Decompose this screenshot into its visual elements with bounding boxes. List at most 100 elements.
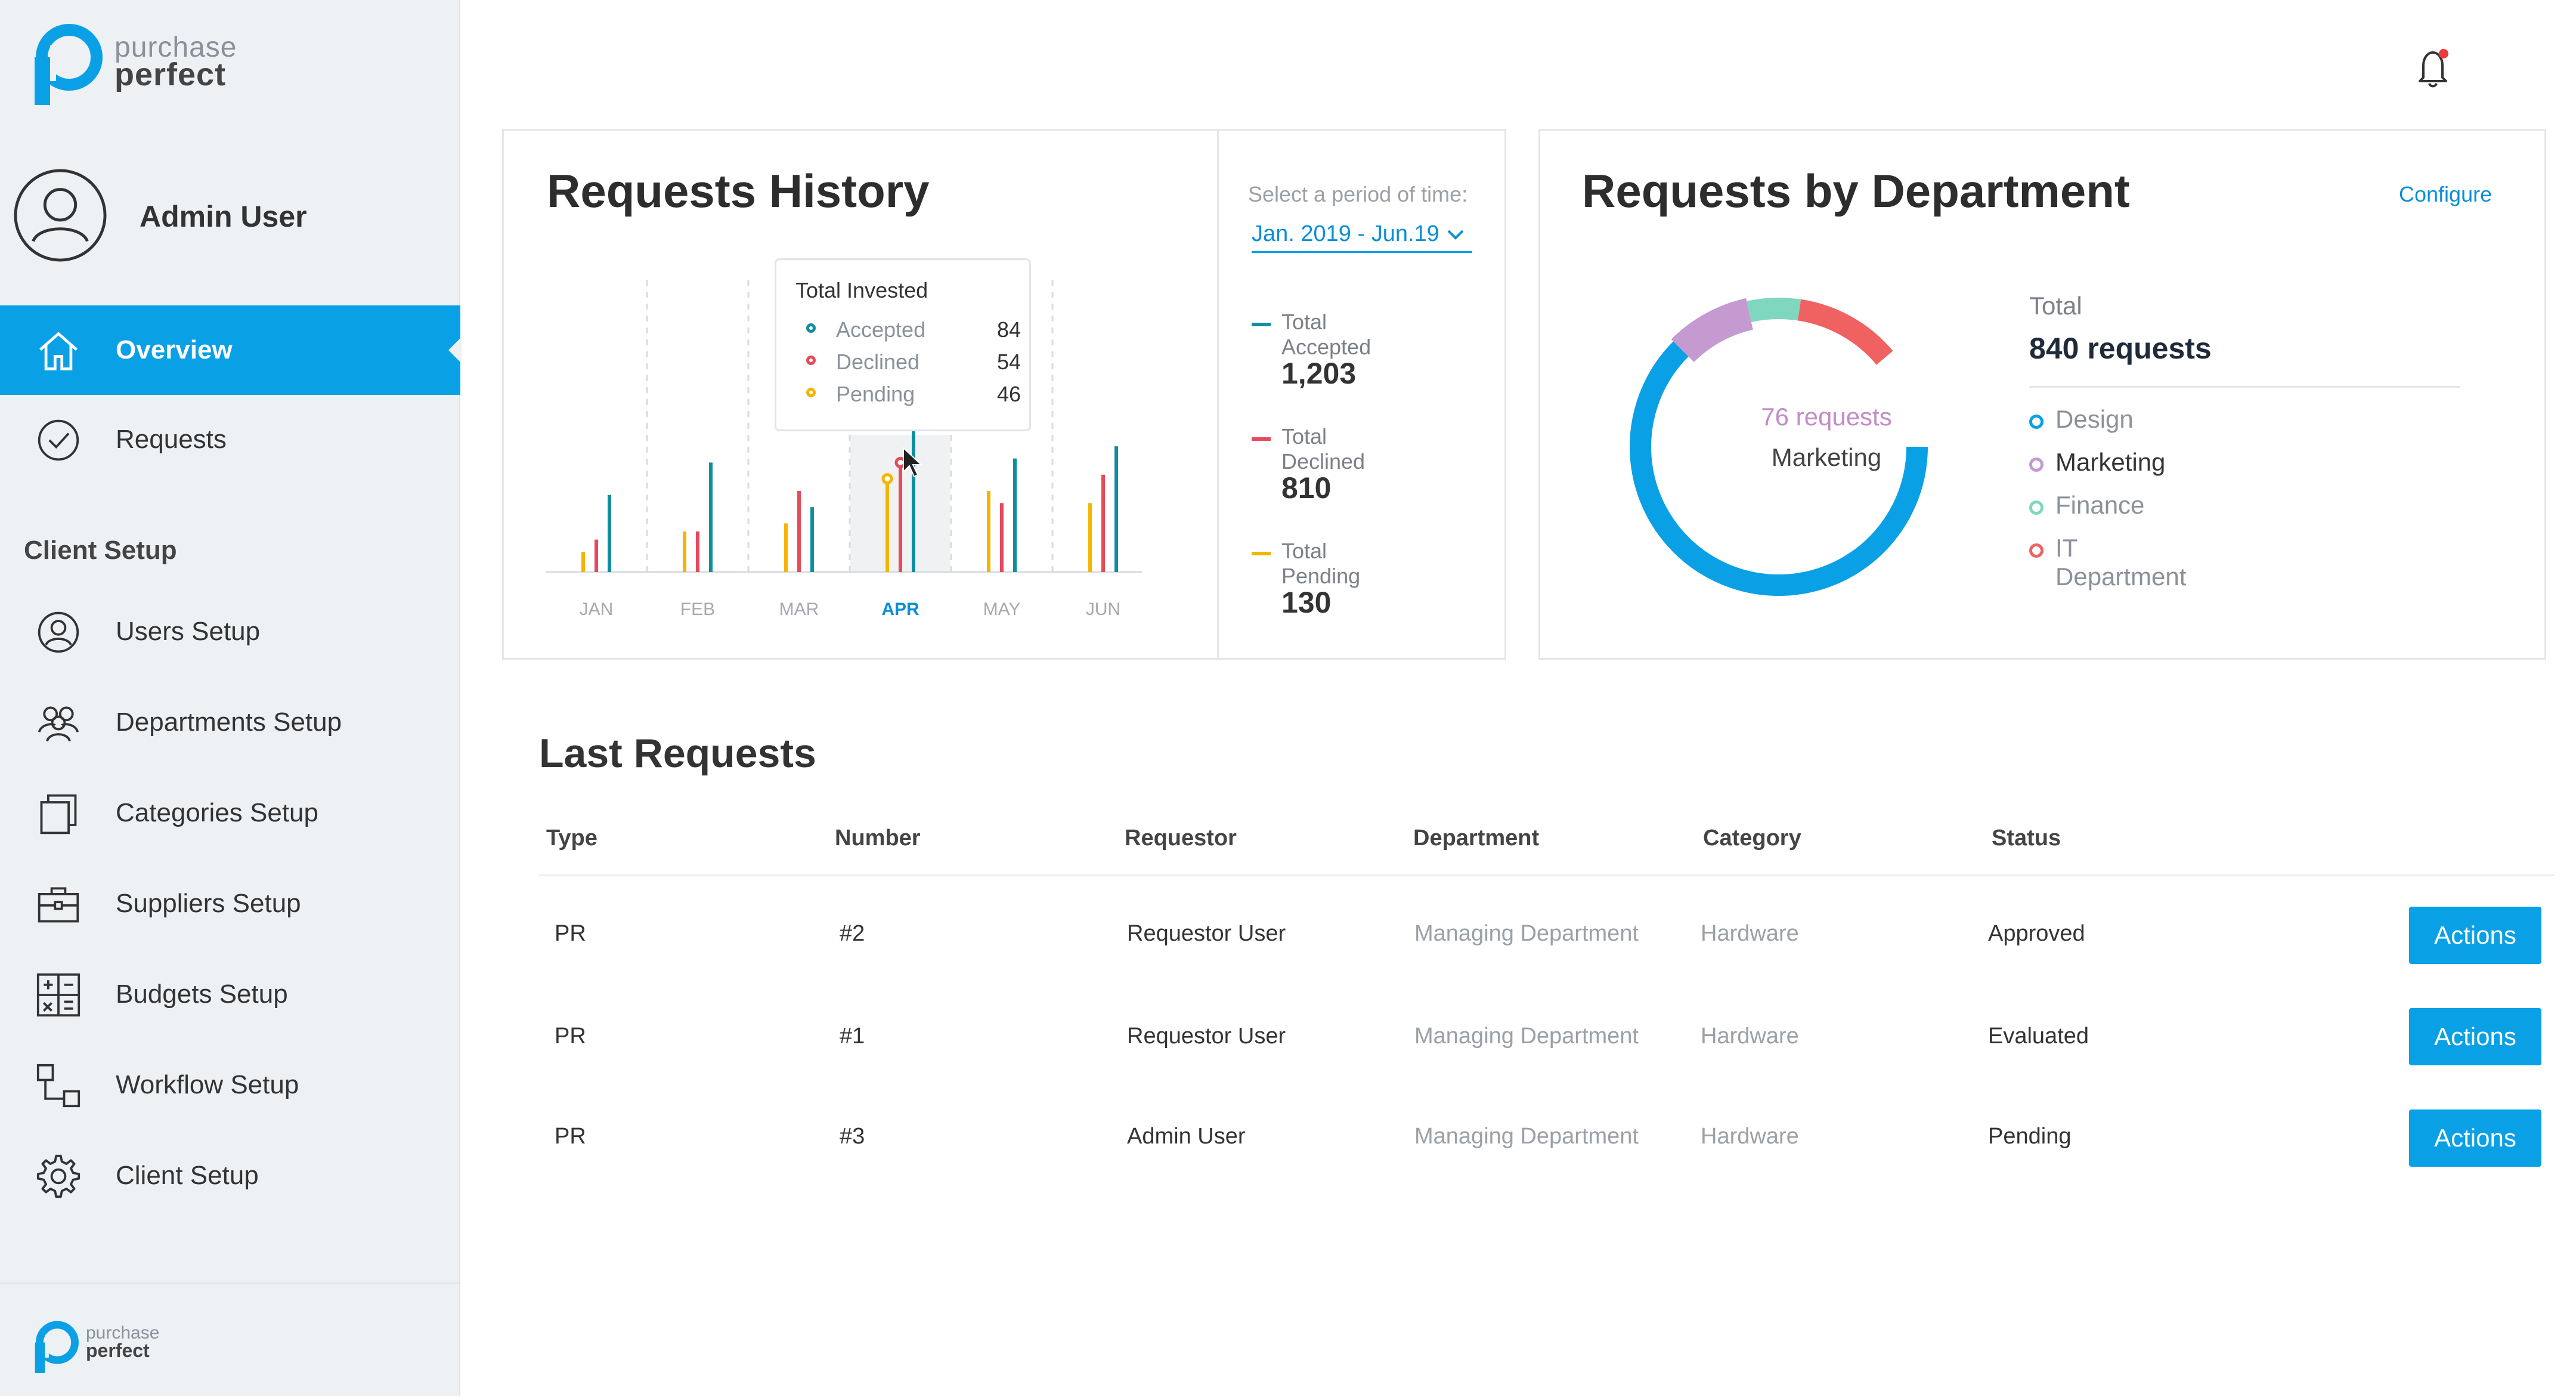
x-tick-label: FEB xyxy=(680,599,715,619)
nav-budgets-setup[interactable]: Budgets Setup xyxy=(0,950,460,1039)
bar-declined-apr xyxy=(899,462,902,572)
cell-type: PR xyxy=(555,1024,586,1049)
cell-type: PR xyxy=(555,921,586,946)
col-header-requestor: Requestor xyxy=(1125,826,1237,851)
period-label: Select a period of time: xyxy=(1248,182,1468,206)
cell-category: Hardware xyxy=(1701,921,1799,946)
pending-dot-icon xyxy=(806,388,816,397)
footer-brand-logo: purchase perfect xyxy=(33,1319,177,1379)
client-setup-section-label: Client Setup xyxy=(24,536,177,565)
nav-suppliers-setup[interactable]: Suppliers Setup xyxy=(0,859,460,948)
check-circle-icon xyxy=(38,419,79,461)
history-divider xyxy=(1217,131,1219,658)
nav-overview[interactable]: Overview xyxy=(0,305,460,395)
total-divider xyxy=(2029,386,2460,388)
bar-declined-mar xyxy=(797,491,801,572)
tooltip-pending-value: 46 xyxy=(996,382,1021,406)
nav-overview-label: Overview xyxy=(116,335,233,364)
col-header-number: Number xyxy=(835,826,921,851)
cell-status: Pending xyxy=(1988,1124,2072,1149)
cell-category: Hardware xyxy=(1701,1124,1799,1149)
donut-slice-design[interactable] xyxy=(1630,341,1928,596)
nav-departments-setup-label: Departments Setup xyxy=(116,707,342,737)
pending-dash-icon xyxy=(1252,552,1271,555)
actions-button[interactable]: Actions xyxy=(2409,1109,2541,1167)
workflow-icon xyxy=(36,1064,80,1108)
chart-tooltip: Total Invested Accepted 84 Declined 54 P… xyxy=(775,258,1031,431)
nav-departments-setup[interactable]: Departments Setup xyxy=(0,678,460,767)
chevron-down-icon xyxy=(1447,230,1464,240)
bar-declined-jun xyxy=(1101,474,1105,572)
cell-department: Managing Department xyxy=(1414,921,1639,946)
bar-pending-jun xyxy=(1088,503,1092,572)
donut-slice-marketing[interactable] xyxy=(1671,298,1754,363)
cell-number: #2 xyxy=(840,921,865,946)
donut-center-value: 76 requests xyxy=(1761,403,1892,431)
brand-logo[interactable]: purchase perfect xyxy=(33,21,248,105)
tooltip-title: Total Invested xyxy=(795,278,928,302)
footer-brand-line1: purchase xyxy=(86,1323,160,1343)
nav-budgets-setup-label: Budgets Setup xyxy=(116,979,288,1009)
donut-slice-finance[interactable] xyxy=(1747,298,1801,323)
bar-accepted-jan xyxy=(608,494,611,572)
bar-pending-mar xyxy=(784,523,788,572)
department-donut-chart[interactable] xyxy=(1540,131,2017,656)
period-select[interactable]: Jan. 2019 - Jun.19 xyxy=(1252,220,1472,253)
cell-department: Managing Department xyxy=(1414,1124,1639,1149)
col-header-category: Category xyxy=(1703,826,1801,851)
briefcase-icon xyxy=(38,887,79,923)
bar-accepted-may xyxy=(1013,458,1017,572)
cell-department: Managing Department xyxy=(1414,1024,1639,1049)
legend-finance-label: Finance xyxy=(2055,491,2145,519)
stat-declined-label: Total Declined xyxy=(1281,424,1366,474)
nav-requests[interactable]: Requests xyxy=(0,395,460,484)
gear-icon xyxy=(36,1154,80,1198)
copy-icon xyxy=(40,794,77,835)
configure-link[interactable]: Configure xyxy=(2399,182,2493,206)
total-value: 840 requests xyxy=(2029,332,2212,365)
declined-dot-icon xyxy=(806,356,816,365)
tooltip-row-declined: Declined 54 xyxy=(806,350,1021,378)
requests-by-department-card: Requests by Department Configure 76 requ… xyxy=(1538,129,2546,660)
cell-number: #1 xyxy=(840,1024,865,1049)
home-icon xyxy=(39,332,78,370)
actions-button[interactable]: Actions xyxy=(2409,907,2541,964)
cell-requestor: Requestor User xyxy=(1127,921,1286,946)
accepted-dot-icon xyxy=(806,323,816,333)
sidebar: purchase perfect Admin User Overview Req… xyxy=(0,0,460,1396)
cell-number: #3 xyxy=(840,1124,865,1149)
design-legend-dot-icon xyxy=(2029,415,2044,429)
users-group-icon xyxy=(38,706,79,742)
bar-pending-jan xyxy=(581,552,585,572)
bar-pending-apr xyxy=(886,478,889,572)
user-avatar-icon xyxy=(14,169,107,262)
cell-requestor: Requestor User xyxy=(1127,1024,1286,1049)
col-header-department: Department xyxy=(1413,826,1540,851)
requests-history-chart[interactable]: JAN FEB MAR APR MAY JUN xyxy=(504,131,1213,656)
tooltip-declined-label: Declined xyxy=(836,350,920,374)
it-department-legend-dot-icon xyxy=(2029,543,2044,558)
marketing-legend-dot-icon xyxy=(2029,458,2044,472)
sidebar-footer: purchase perfect xyxy=(0,1282,460,1397)
bar-declined-may xyxy=(1000,503,1004,572)
nav-categories-setup[interactable]: Categories Setup xyxy=(0,768,460,858)
user-profile[interactable]: Admin User xyxy=(13,168,431,264)
legend-design-label: Design xyxy=(2055,405,2134,433)
x-tick-label: JAN xyxy=(580,599,614,619)
stat-pending-value: 130 xyxy=(1281,586,1332,619)
actions-button[interactable]: Actions xyxy=(2409,1008,2541,1065)
accepted-dash-icon xyxy=(1252,323,1271,326)
donut-slice-it-department[interactable] xyxy=(1797,299,1893,365)
bar-declined-feb xyxy=(696,531,699,572)
nav-users-setup[interactable]: Users Setup xyxy=(0,587,460,676)
user-circle-icon xyxy=(38,611,79,653)
nav-workflow-setup[interactable]: Workflow Setup xyxy=(0,1040,460,1130)
requests-history-card: Requests History JAN FEB MAR APR MAY JUN Tota… xyxy=(502,129,1506,660)
col-header-type: Type xyxy=(546,826,597,851)
period-select-value: Jan. 2019 - Jun.19 xyxy=(1252,221,1439,246)
requests-by-department-title: Requests by Department xyxy=(1582,165,2130,217)
nav-client-setup[interactable]: Client Setup xyxy=(0,1131,460,1220)
cell-type: PR xyxy=(555,1124,586,1149)
tooltip-accepted-label: Accepted xyxy=(836,317,926,342)
notification-bell-icon[interactable] xyxy=(2409,43,2457,91)
